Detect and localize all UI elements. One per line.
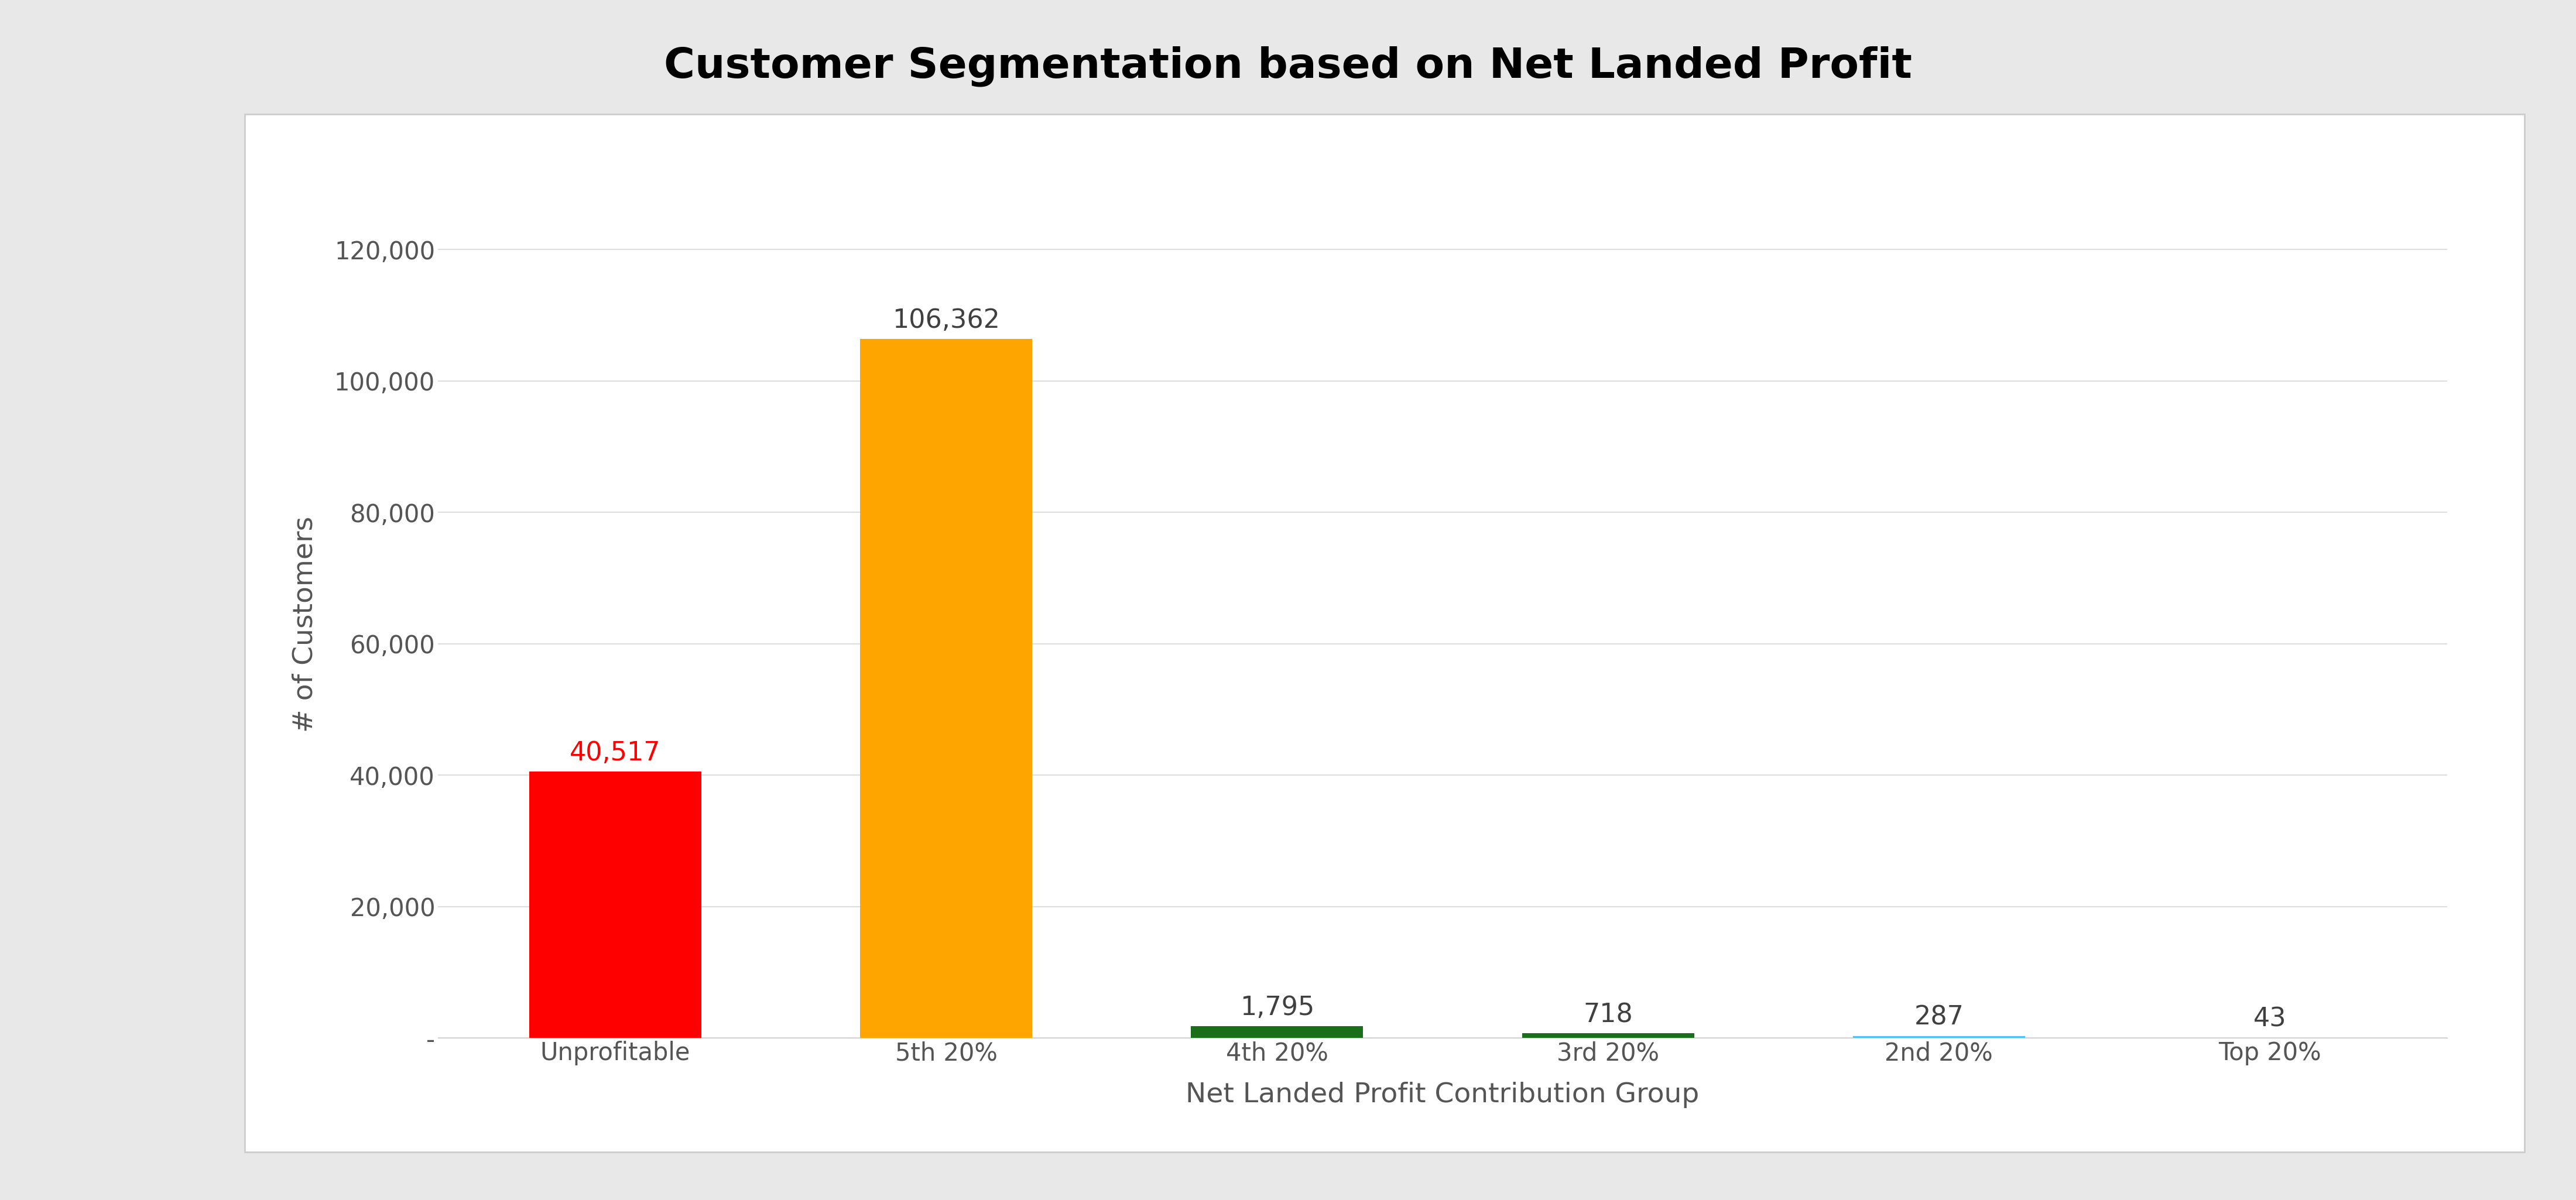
Bar: [860, 340, 1033, 1038]
Text: 718: 718: [1584, 1002, 1633, 1027]
Y-axis label: # of Customers: # of Customers: [291, 516, 317, 732]
Text: 1,795: 1,795: [1239, 995, 1314, 1020]
Bar: [1852, 1036, 2025, 1038]
Text: 40,517: 40,517: [569, 740, 662, 766]
Text: 287: 287: [1914, 1006, 1963, 1030]
X-axis label: Net Landed Profit Contribution Group: Net Landed Profit Contribution Group: [1185, 1081, 1700, 1108]
Bar: [1190, 1026, 1363, 1038]
Bar: [528, 772, 701, 1038]
Text: Customer Segmentation based on Net Landed Profit: Customer Segmentation based on Net Lande…: [665, 46, 1911, 86]
Text: 106,362: 106,362: [891, 308, 999, 334]
Text: 43: 43: [2254, 1007, 2287, 1032]
Bar: [1522, 1033, 1695, 1038]
